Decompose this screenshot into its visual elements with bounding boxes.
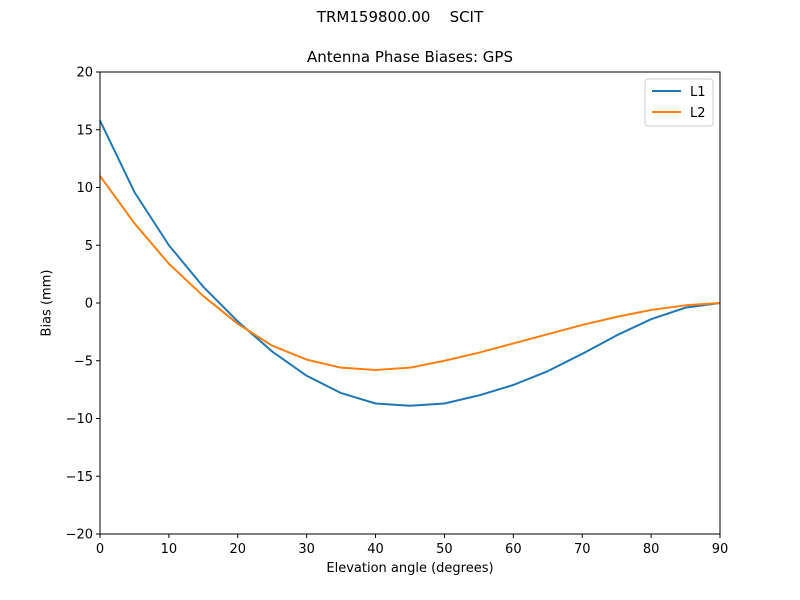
series-layer [99, 120, 721, 407]
legend-label-l1: L1 [690, 85, 706, 100]
chart-title: Antenna Phase Biases: GPS [307, 48, 513, 66]
figure-suptitle: TRM159800.00 SCIT [0, 8, 800, 26]
x-tick-label: 70 [574, 542, 591, 557]
x-tick-label: 50 [436, 542, 453, 557]
y-tick-label: 0 [85, 297, 93, 312]
y-tick-label: 15 [76, 123, 93, 138]
x-tick-label: 40 [367, 542, 384, 557]
x-tick-label: 30 [298, 542, 315, 557]
y-tick-label: −10 [66, 412, 93, 427]
legend-label-l2: L2 [690, 106, 706, 121]
x-tick-label: 60 [505, 542, 522, 557]
series-line-l2 [99, 175, 721, 371]
y-tick-label: 10 [76, 181, 93, 196]
y-tick-label: 5 [85, 239, 93, 254]
x-tick-label: 10 [161, 542, 178, 557]
series-line-l1 [99, 120, 721, 407]
x-tick-label: 0 [96, 542, 104, 557]
suptitle-radome-part: SCIT [449, 8, 484, 26]
x-tick-label: 90 [712, 542, 729, 557]
y-tick-label: −5 [74, 354, 93, 369]
suptitle-antenna-part: TRM159800.00 [316, 8, 431, 26]
x-axis-label: Elevation angle (degrees) [326, 561, 494, 576]
y-tick-label: 20 [76, 66, 93, 81]
x-tick-label: 20 [230, 542, 247, 557]
plot-frame [99, 71, 721, 535]
y-tick-label: −20 [66, 528, 93, 543]
y-tick-label: −15 [66, 470, 93, 485]
x-tick-label: 80 [643, 542, 660, 557]
ticks-layer: 0 10 20 30 40 50 60 70 80 90 −20 −15 −10 −5 0 5 10 15 20 [66, 66, 729, 558]
